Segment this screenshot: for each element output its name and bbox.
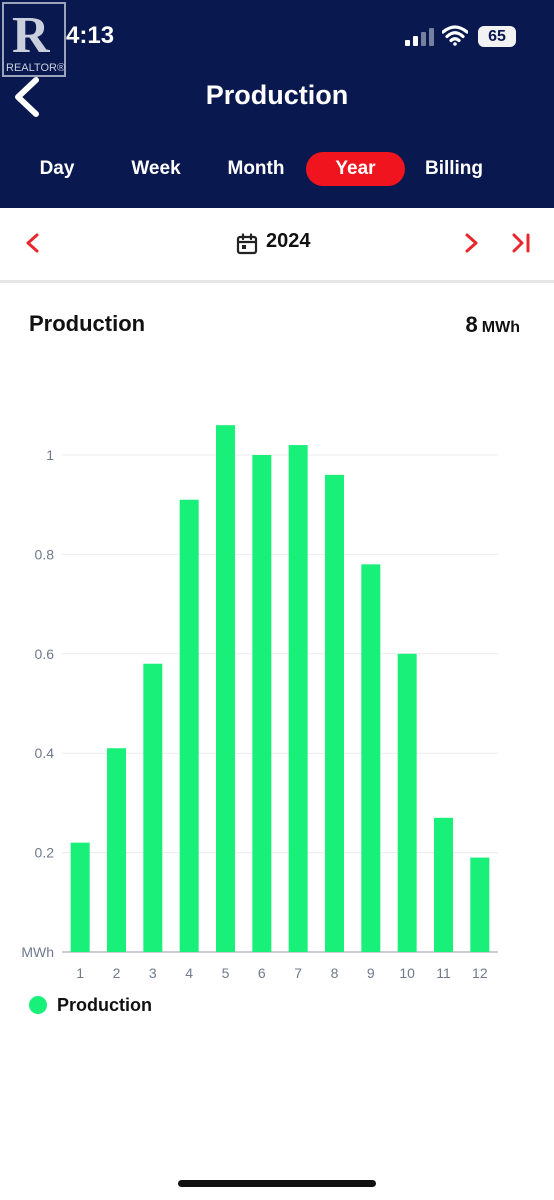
period-tabs: Day Week Month Year Billing (0, 152, 554, 186)
y-tick-label: 0.8 (35, 546, 55, 562)
date-label: 2024 (266, 230, 311, 252)
page-title: Production (205, 80, 349, 110)
x-tick-label: 12 (472, 965, 488, 981)
chart-title: Production (29, 311, 146, 336)
realtor-watermark: R REALTOR® (2, 2, 66, 77)
battery-icon: 65 (478, 26, 516, 47)
header-bar: R REALTOR® 4:13 65 Production Day Week M… (0, 0, 554, 208)
back-button[interactable] (10, 76, 44, 118)
bar-month-1[interactable] (70, 842, 90, 952)
tab-day[interactable]: Day (39, 158, 75, 179)
next-period-button[interactable] (458, 230, 484, 256)
cellular-signal-icon (405, 28, 435, 46)
calendar-icon (236, 233, 258, 255)
bar-month-8[interactable] (325, 474, 344, 952)
bar-month-3[interactable] (143, 663, 163, 952)
y-tick-label: 1 (46, 447, 54, 463)
x-tick-label: 8 (331, 965, 339, 981)
bar-month-7[interactable] (288, 445, 308, 952)
x-tick-label: 10 (399, 965, 415, 981)
watermark-letter: R (12, 7, 50, 64)
x-tick-label: 11 (436, 965, 451, 981)
bar-month-10[interactable] (397, 653, 417, 952)
x-tick-label: 1 (76, 965, 84, 981)
x-tick-label: 5 (222, 965, 230, 981)
watermark-text: REALTOR® (6, 62, 66, 74)
tab-billing[interactable]: Billing (424, 158, 484, 179)
bar-month-9[interactable] (361, 564, 381, 952)
previous-period-button[interactable] (20, 230, 46, 256)
production-total-value: 8 (465, 312, 478, 337)
bar-month-5[interactable] (216, 425, 235, 952)
bar-month-6[interactable] (252, 455, 272, 952)
y-tick-label: 0.6 (35, 646, 55, 662)
x-tick-label: 4 (185, 965, 193, 981)
production-total-unit: MWh (481, 319, 520, 336)
tab-year[interactable]: Year (306, 152, 405, 186)
legend-swatch (29, 996, 47, 1014)
y-tick-label: 0.4 (35, 745, 55, 761)
bar-month-2[interactable] (107, 748, 126, 952)
x-tick-label: 7 (294, 965, 302, 981)
y-tick-label: 0.2 (35, 845, 55, 861)
x-tick-label: 6 (258, 965, 266, 981)
tab-week[interactable]: Week (131, 158, 181, 179)
bar-month-4[interactable] (179, 499, 199, 952)
y-tick-label: MWh (21, 944, 54, 960)
bar-month-11[interactable] (434, 817, 453, 952)
home-indicator (178, 1180, 376, 1187)
x-tick-label: 3 (149, 965, 157, 981)
x-tick-label: 9 (367, 965, 375, 981)
latest-period-button[interactable] (508, 230, 534, 256)
date-navigator: 2024 (0, 208, 554, 283)
legend-label: Production (57, 995, 152, 1015)
status-time: 4:13 (66, 22, 115, 49)
bar-month-12[interactable] (470, 857, 490, 952)
x-tick-label: 2 (113, 965, 121, 981)
wifi-icon (442, 25, 468, 46)
tab-month[interactable]: Month (227, 158, 285, 179)
production-total: 8 MWh (466, 312, 520, 338)
